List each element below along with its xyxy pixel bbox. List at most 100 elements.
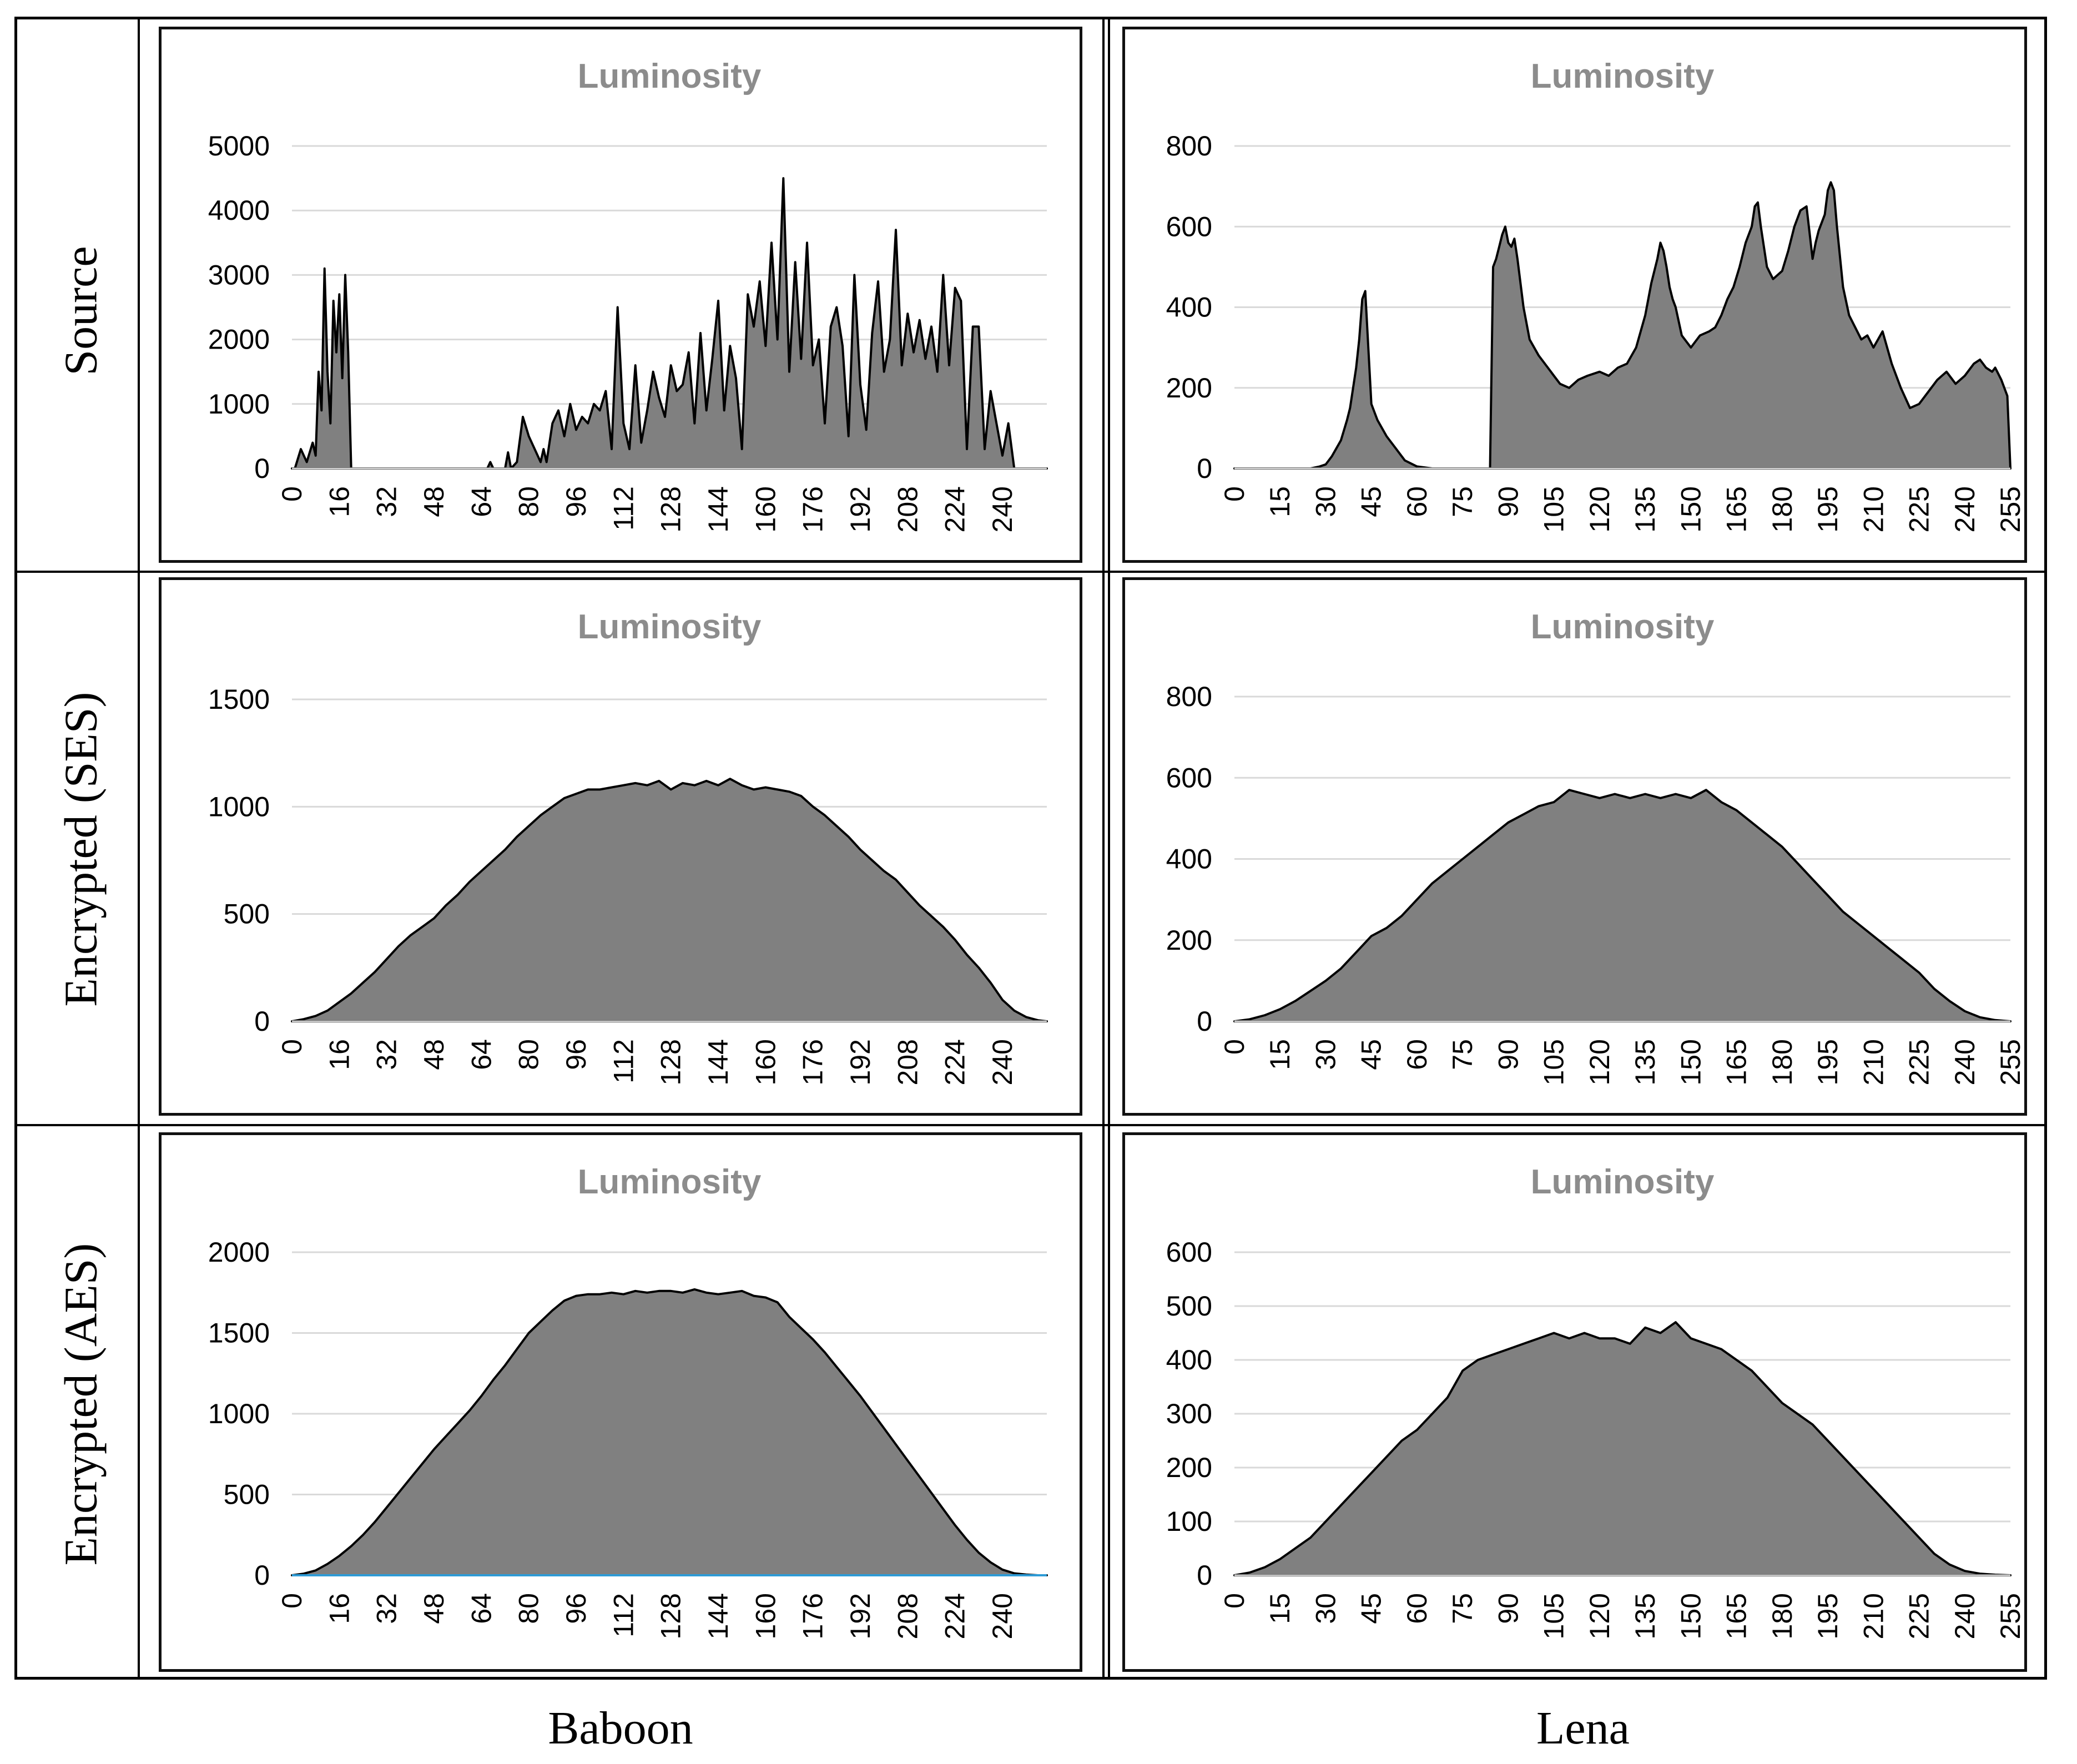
x-tick-label: 30 [1310,486,1341,517]
table-divider-right [1108,19,1110,1677]
y-tick-label: 500 [1166,1291,1212,1322]
figure-grid-table: Source Encrypted (SES) Encrypted (AES) [14,17,2047,1680]
y-tick-label: 200 [1166,372,1212,404]
x-tick-label: 180 [1767,1039,1798,1085]
y-tick-label: 5000 [208,130,270,162]
x-tick-label: 240 [987,1593,1018,1639]
y-tick-label: 0 [1197,453,1212,484]
x-tick-label: 128 [656,1039,687,1085]
y-tick-label: 0 [1197,1560,1212,1591]
x-tick-label: 192 [845,1039,876,1085]
y-tick-label: 400 [1166,1344,1212,1375]
x-tick-label: 210 [1858,1039,1889,1085]
x-tick-label: 80 [513,1593,545,1624]
chart-title: Luminosity [578,1163,762,1201]
y-tick-label: 1000 [208,1398,270,1429]
y-tick-label: 0 [1197,1006,1212,1037]
y-tick-label: 1500 [208,1318,270,1349]
x-tick-label: 176 [798,1593,829,1639]
x-tick-label: 192 [845,486,876,532]
x-tick-label: 208 [892,1593,923,1639]
col-label-baboon: Baboon [548,1702,693,1754]
x-tick-label: 0 [276,1039,307,1055]
chart-title: Luminosity [578,57,762,95]
chart-lena-source: Luminosity 0 200 400 600 800 0 15 30 45 60 75 90 105 1… [1122,27,2027,563]
col-label-lena: Lena [1536,1702,1630,1754]
chart-title: Luminosity [1531,608,1715,646]
table-divider-row-1 [17,571,2044,573]
x-tick-label: 45 [1356,1593,1387,1624]
x-tick-label: 112 [608,1593,639,1637]
chart-title: Luminosity [578,608,762,646]
y-tick-label: 1500 [208,684,270,715]
x-tick-label: 15 [1264,1039,1295,1070]
x-tick-label: 0 [1219,1593,1250,1609]
x-tick-label: 16 [324,486,355,517]
x-tick-label: 60 [1402,486,1433,517]
area-series-luminosity [291,778,1048,1022]
x-tick-label: 90 [1493,1039,1524,1070]
x-tick-label: 225 [1904,1039,1935,1085]
x-tick-label: 160 [750,1593,781,1639]
x-tick-label: 224 [940,486,971,532]
x-tick-label: 80 [513,1039,545,1070]
table-divider-row-2 [17,1124,2044,1126]
x-tick-label: 0 [276,1593,307,1609]
chart-title: Luminosity [1531,1163,1715,1201]
x-tick-label: 80 [513,486,545,517]
chart-frame [1122,27,2027,563]
x-tick-label: 60 [1402,1593,1433,1624]
x-tick-label: 96 [561,486,592,517]
row-label-encrypted-ses: Encrypted (SES) [55,692,107,1007]
x-tick-label: 120 [1584,1039,1615,1085]
x-tick-label: 32 [371,1039,402,1070]
chart-baboon-source: Luminosity 0 1000 2000 3000 4000 5000 0 16 32 48 64… [159,27,1082,563]
x-tick-label: 112 [608,1039,639,1083]
x-tick-label: 195 [1812,1593,1843,1639]
x-tick-label: 224 [940,1039,971,1085]
chart-lena-ses: Luminosity 0 200 400 600 800 0 15 30 45 60 75 90 105 1… [1122,577,2027,1116]
area-series-luminosity [291,1288,1048,1576]
chart-baboon-aes: Luminosity 0 500 1000 1500 2000 0 16 32 48 64 80 96 1… [159,1132,1082,1672]
x-tick-label: 240 [987,1039,1018,1085]
x-tick-label: 135 [1630,1039,1661,1085]
y-tick-label: 400 [1166,292,1212,323]
x-tick-label: 90 [1493,486,1524,517]
x-tick-label: 112 [608,486,639,531]
x-tick-label: 64 [466,1593,497,1624]
x-tick-label: 176 [798,1039,829,1085]
x-tick-label: 255 [1995,1593,2026,1639]
x-tick-label: 165 [1721,1593,1752,1639]
x-tick-label: 0 [276,486,307,502]
x-tick-label: 240 [1949,1593,1980,1639]
x-tick-label: 135 [1630,486,1661,532]
x-tick-label: 30 [1310,1593,1341,1624]
y-tick-label: 2000 [208,1237,270,1268]
chart-title: Luminosity [1531,57,1715,95]
y-tick-label: 100 [1166,1506,1212,1537]
y-tick-label: 4000 [208,195,270,226]
x-tick-label: 105 [1539,1039,1570,1085]
x-tick-label: 144 [703,486,734,532]
y-tick-label: 0 [254,1560,270,1591]
x-tick-label: 75 [1447,486,1478,517]
y-tick-label: 400 [1166,844,1212,875]
x-tick-label: 208 [892,1039,923,1085]
x-tick-label: 135 [1630,1593,1661,1639]
x-tick-label: 240 [987,486,1018,532]
x-tick-label: 180 [1767,1593,1798,1639]
area-series-luminosity [1233,1321,2012,1576]
x-tick-label: 48 [419,1593,450,1624]
table-divider-left [1102,19,1105,1677]
x-tick-label: 210 [1858,486,1889,532]
x-tick-label: 32 [371,486,402,517]
area-series-luminosity [1233,789,2012,1022]
x-tick-label: 30 [1310,1039,1341,1070]
x-tick-label: 0 [1219,486,1250,502]
chart-baboon-ses: Luminosity 0 500 1000 1500 0 16 32 48 64 80 96 112 12… [159,577,1082,1116]
x-tick-label: 105 [1539,1593,1570,1639]
y-tick-label: 200 [1166,1452,1212,1483]
x-tick-label: 128 [656,486,687,532]
x-tick-label: 165 [1721,486,1752,532]
x-tick-label: 48 [419,1039,450,1070]
